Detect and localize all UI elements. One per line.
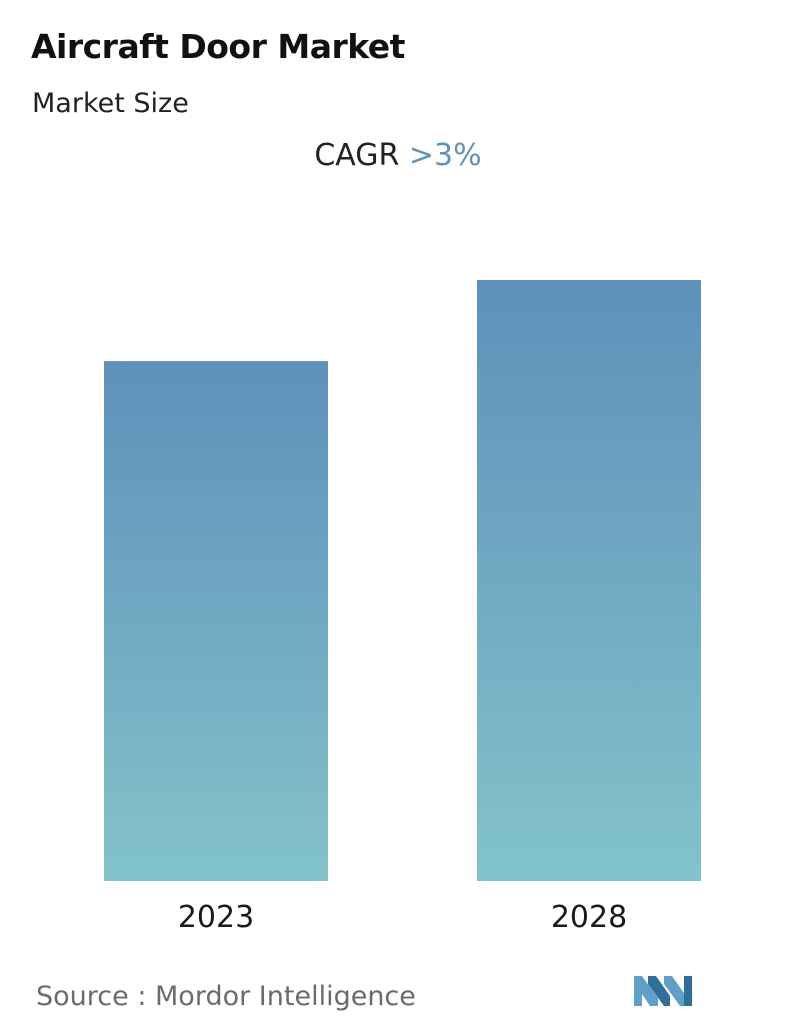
- mordor-intelligence-logo-icon: [634, 976, 692, 1006]
- cagr-label: CAGR: [314, 138, 400, 173]
- source-label: Source :: [36, 981, 147, 1012]
- bars-group: [104, 280, 701, 881]
- x-tick-label-2028: 2028: [551, 900, 627, 935]
- bar-2023: [104, 361, 328, 881]
- source-name: Mordor Intelligence: [155, 981, 416, 1012]
- source-credit: Source : Mordor Intelligence: [36, 978, 416, 1016]
- cagr-value: >3%: [408, 138, 482, 173]
- chart-title: Aircraft Door Market: [31, 27, 405, 66]
- bar-2028: [477, 280, 701, 881]
- chart-subtitle: Market Size: [32, 88, 189, 119]
- cagr-line: CAGR >3%: [0, 136, 796, 176]
- x-axis-labels: 2023 2028: [178, 900, 627, 935]
- x-tick-label-2023: 2023: [178, 900, 254, 935]
